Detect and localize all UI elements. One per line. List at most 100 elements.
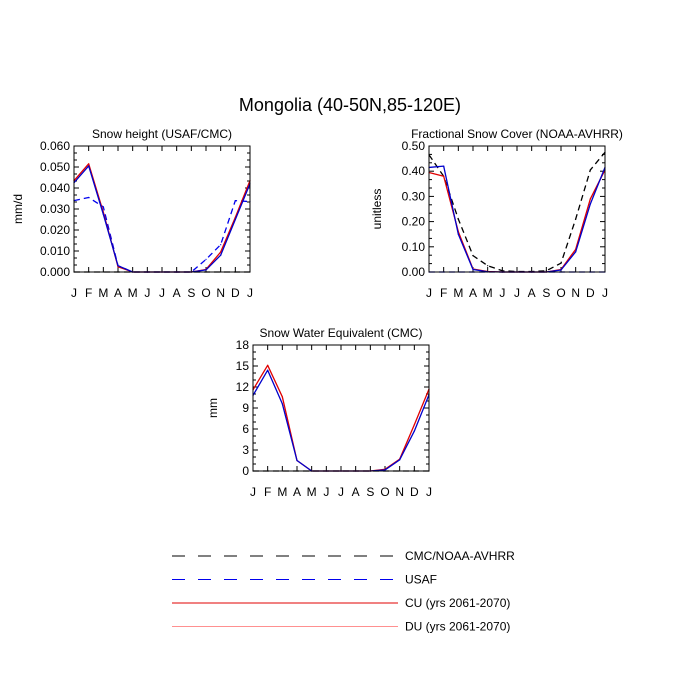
legend-label: CU (yrs 2061-2070)	[405, 596, 510, 610]
legend-label: CMC/NOAA-AVHRR	[405, 549, 515, 563]
y-tick-label: 0	[242, 464, 249, 478]
y-tick-label: 6	[242, 422, 249, 436]
x-tick-label: O	[201, 286, 210, 300]
data-point	[457, 218, 459, 220]
data-point	[384, 469, 386, 471]
figure-title: Mongolia (40-50N,85-120E)	[239, 95, 461, 115]
data-point	[117, 265, 119, 267]
legend-item-cu-yrs-2061-2070: CU (yrs 2061-2070)	[172, 596, 510, 610]
x-tick-label: N	[571, 286, 580, 300]
x-tick-label: S	[366, 485, 374, 499]
data-point	[472, 268, 474, 271]
y-tick-label: 0.00	[402, 265, 426, 279]
x-tick-label: A	[469, 286, 477, 300]
y-tick-label: 9	[242, 401, 249, 415]
data-point	[205, 269, 207, 271]
y-tick-label: 0.050	[40, 160, 70, 174]
data-point	[281, 403, 283, 405]
x-tick-label: J	[144, 286, 150, 300]
x-tick-label: M	[307, 485, 317, 499]
x-tick-label: A	[173, 286, 181, 300]
data-point	[234, 200, 236, 202]
y-tick-label: 0.10	[402, 240, 426, 254]
data-point	[413, 424, 415, 426]
series-line-usaf	[73, 196, 251, 273]
x-tick-label: F	[264, 485, 271, 499]
x-tick-label: S	[187, 286, 195, 300]
panel-3: Snow Water Equivalent (CMC) mm 0 3 6 9 12 15 18 J…	[206, 326, 432, 499]
y-tick-label: 18	[236, 338, 250, 352]
x-tick-label: D	[231, 286, 240, 300]
y-tick-label: 12	[236, 380, 250, 394]
legend-item-cmc-noaa-avhrr: CMC/NOAA-AVHRR	[172, 549, 515, 563]
x-tick-label: M	[453, 286, 463, 300]
data-point	[589, 198, 591, 200]
data-point	[589, 203, 591, 205]
x-tick-label: A	[114, 286, 122, 300]
legend-label: USAF	[405, 573, 437, 587]
series-line-unlabeled-2	[252, 369, 430, 472]
data-point	[220, 251, 222, 253]
y-tick-label: 0.060	[40, 139, 70, 153]
x-tick-label: A	[293, 485, 301, 499]
y-tick-label: 0.020	[40, 223, 70, 237]
x-tick-label: N	[216, 286, 225, 300]
y-tick-label: 0.50	[402, 139, 426, 153]
x-tick-label: M	[98, 286, 108, 300]
x-tick-label: J	[602, 286, 608, 300]
data-point	[220, 254, 222, 256]
x-tick-label: D	[586, 286, 595, 300]
data-point	[102, 213, 104, 215]
data-point	[267, 364, 269, 366]
panels: Snow height (USAF/CMC)mm/d0.0000.0100.02…	[11, 127, 623, 499]
y-tick-label: 0.40	[402, 164, 426, 178]
data-point	[545, 270, 547, 272]
y-axis-label: unitless	[370, 189, 384, 230]
data-point	[457, 233, 459, 235]
data-point	[501, 270, 503, 272]
data-point	[88, 163, 90, 165]
y-axis-label: mm/d	[11, 194, 25, 224]
data-point	[234, 218, 236, 221]
plot-frame	[73, 145, 251, 273]
legend-item-du-yrs-2061-2070: DU (yrs 2061-2070)	[172, 620, 510, 634]
x-tick-label: N	[395, 485, 404, 499]
data-point	[267, 369, 269, 371]
x-tick-label: A	[352, 485, 360, 499]
x-tick-label: O	[380, 485, 389, 499]
panel-2: Fractional Snow Cover (NOAA-AVHRR) unitle…	[370, 127, 623, 300]
plot-frame	[252, 344, 430, 472]
legend: CMC/NOAA-AVHRR USAF CU (yrs 2061-2070) DU (…	[172, 549, 515, 634]
data-point	[560, 262, 562, 264]
x-tick-label: J	[71, 286, 77, 300]
data-point	[443, 165, 445, 167]
data-point	[472, 255, 474, 257]
data-point	[399, 459, 401, 461]
data-point	[88, 196, 90, 199]
x-tick-label: J	[514, 286, 520, 300]
panel-title: Fractional Snow Cover (NOAA-AVHRR)	[411, 127, 623, 141]
x-tick-label: J	[426, 286, 432, 300]
data-point	[575, 251, 577, 253]
y-tick-label: 0.010	[40, 244, 70, 258]
x-tick-label: J	[323, 485, 329, 499]
series-line-cmc-noaa-avhrr	[428, 151, 606, 273]
y-tick-label: 0.040	[40, 181, 70, 195]
data-point	[220, 244, 222, 246]
data-point	[102, 206, 104, 208]
y-tick-label: 0.30	[402, 189, 426, 203]
data-point	[296, 459, 298, 462]
y-axis-label: mm	[206, 398, 220, 418]
x-tick-label: J	[338, 485, 344, 499]
data-point	[589, 169, 591, 171]
data-point	[88, 165, 90, 167]
series-line-cu-yrs-2061-2070	[73, 163, 251, 273]
y-tick-label: 3	[242, 443, 249, 457]
y-tick-label: 0.20	[402, 215, 426, 229]
y-tick-label: 0.030	[40, 202, 70, 216]
data-point	[560, 269, 562, 271]
x-tick-label: J	[159, 286, 165, 300]
series-line-unlabeled-3	[73, 165, 251, 273]
x-tick-label: F	[440, 286, 447, 300]
